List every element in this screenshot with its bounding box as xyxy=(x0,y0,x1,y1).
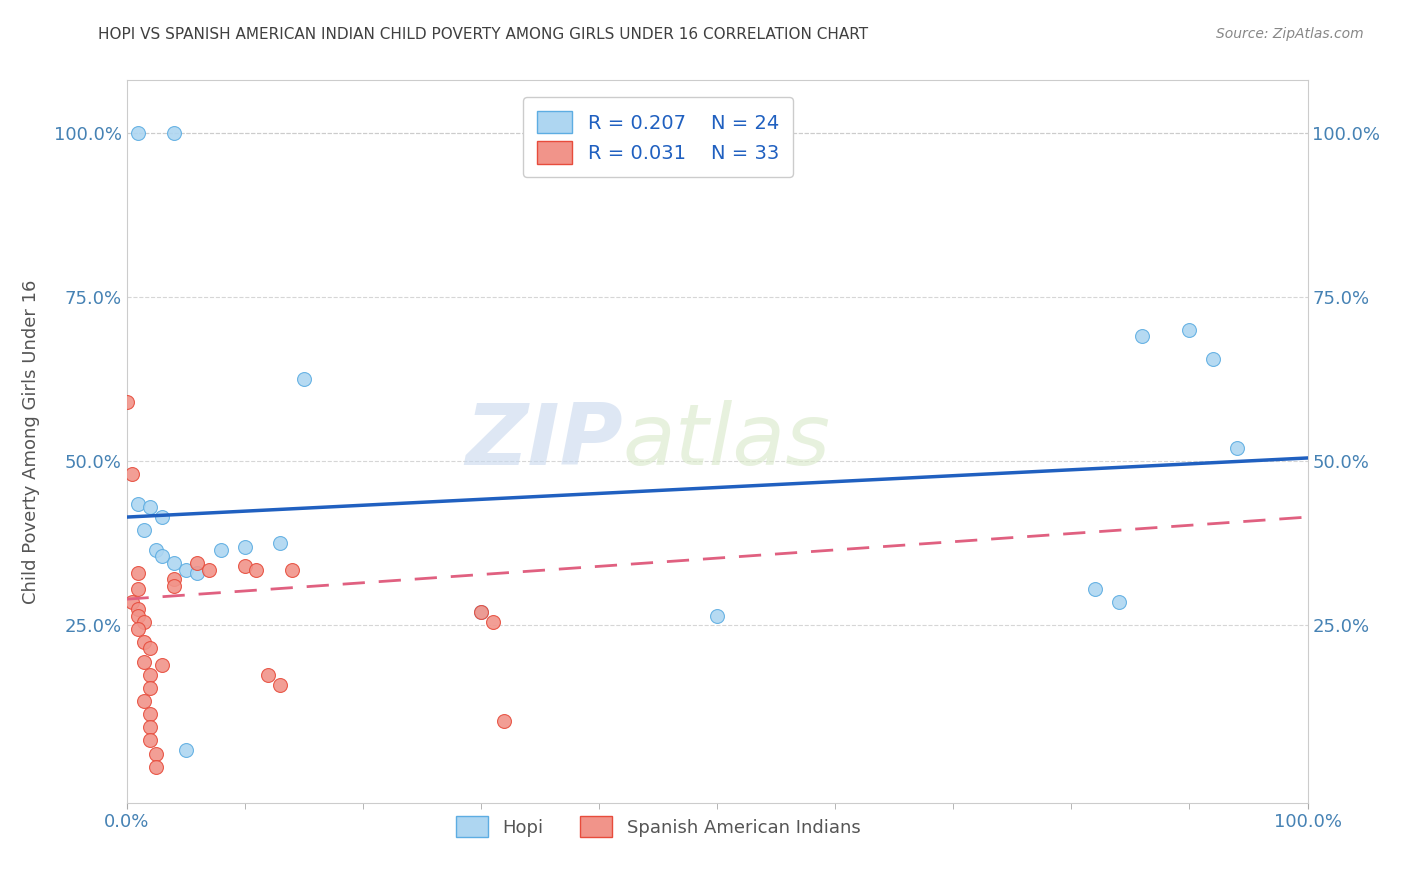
Point xyxy=(145,747,167,761)
Point xyxy=(1202,352,1225,367)
Point xyxy=(1226,441,1249,455)
Point xyxy=(281,563,304,577)
Point xyxy=(233,559,256,574)
Point xyxy=(1130,329,1153,343)
Point xyxy=(127,608,149,623)
Point xyxy=(706,608,728,623)
Point xyxy=(134,694,156,708)
Point xyxy=(134,615,156,630)
Point xyxy=(115,395,138,409)
Point xyxy=(139,733,162,747)
Point xyxy=(1178,323,1201,337)
Point xyxy=(470,605,492,619)
Point xyxy=(139,667,162,681)
Legend: Hopi, Spanish American Indians: Hopi, Spanish American Indians xyxy=(449,809,868,845)
Point xyxy=(209,542,232,557)
Point xyxy=(245,563,267,577)
Point xyxy=(1084,582,1107,597)
Point xyxy=(145,542,167,557)
Point xyxy=(1108,595,1130,609)
Point xyxy=(481,615,503,630)
Point xyxy=(257,667,280,681)
Point xyxy=(139,641,162,656)
Point xyxy=(127,497,149,511)
Point xyxy=(134,655,156,669)
Point xyxy=(150,657,173,672)
Point xyxy=(139,681,162,695)
Point xyxy=(139,500,162,515)
Point xyxy=(127,602,149,616)
Point xyxy=(163,556,186,570)
Point xyxy=(121,467,143,482)
Text: Source: ZipAtlas.com: Source: ZipAtlas.com xyxy=(1216,27,1364,41)
Y-axis label: Child Poverty Among Girls Under 16: Child Poverty Among Girls Under 16 xyxy=(21,279,39,604)
Point xyxy=(139,720,162,734)
Point xyxy=(233,540,256,554)
Point xyxy=(269,677,291,691)
Point xyxy=(174,743,197,757)
Point xyxy=(150,549,173,564)
Point xyxy=(139,707,162,722)
Point xyxy=(269,536,291,550)
Point xyxy=(145,760,167,774)
Point xyxy=(292,372,315,386)
Point xyxy=(174,563,197,577)
Point xyxy=(494,714,516,728)
Point xyxy=(186,556,208,570)
Point xyxy=(150,510,173,524)
Point xyxy=(186,566,208,580)
Point xyxy=(121,595,143,609)
Point xyxy=(163,579,186,593)
Point xyxy=(127,582,149,597)
Point xyxy=(163,126,186,140)
Point xyxy=(127,566,149,580)
Text: HOPI VS SPANISH AMERICAN INDIAN CHILD POVERTY AMONG GIRLS UNDER 16 CORRELATION C: HOPI VS SPANISH AMERICAN INDIAN CHILD PO… xyxy=(98,27,869,42)
Point xyxy=(198,563,221,577)
Point xyxy=(470,605,492,619)
Point xyxy=(127,622,149,636)
Text: atlas: atlas xyxy=(623,400,831,483)
Point xyxy=(127,126,149,140)
Point xyxy=(134,523,156,537)
Point xyxy=(134,635,156,649)
Point xyxy=(163,573,186,587)
Text: ZIP: ZIP xyxy=(465,400,623,483)
